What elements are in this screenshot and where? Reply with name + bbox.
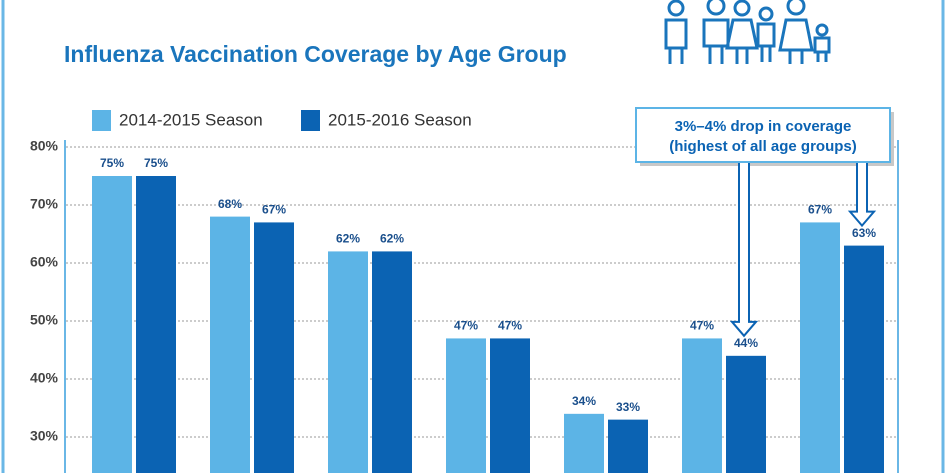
- data-label: 62%: [336, 232, 360, 246]
- family-icon: [664, 0, 831, 64]
- bar: [210, 216, 250, 473]
- bar: [490, 338, 530, 473]
- bar: [254, 222, 294, 473]
- data-label: 47%: [454, 319, 478, 333]
- data-label: 47%: [498, 319, 522, 333]
- callout-arrow: [847, 159, 877, 228]
- bar: [372, 251, 412, 473]
- annotation: (highest of all age groups): [669, 138, 857, 155]
- data-label: 47%: [690, 319, 714, 333]
- data-label: 75%: [100, 156, 124, 170]
- data-label: 44%: [734, 336, 758, 350]
- bar: [564, 413, 604, 473]
- y-tick-label: 60%: [30, 254, 59, 270]
- legend-swatch: [92, 110, 111, 131]
- annotation: 3%–4% drop in coverage: [675, 118, 852, 135]
- data-label: 75%: [144, 156, 168, 170]
- legend-label: 2015-2016 Season: [328, 110, 472, 129]
- bar: [844, 245, 884, 473]
- y-tick-label: 40%: [30, 370, 59, 386]
- callout-box: [635, 107, 891, 163]
- data-label: 63%: [852, 226, 876, 240]
- y-tick-label: 30%: [30, 428, 59, 444]
- bar: [92, 176, 132, 473]
- data-label: 33%: [616, 400, 640, 414]
- y-tick-label: 50%: [30, 312, 59, 328]
- legend-label: 2014-2015 Season: [119, 110, 263, 129]
- bar: [608, 419, 648, 473]
- data-label: 67%: [808, 203, 832, 217]
- y-tick-label: 70%: [30, 196, 59, 212]
- y-tick-label: 80%: [30, 138, 59, 154]
- legend-swatch: [301, 110, 320, 131]
- bar: [328, 251, 368, 473]
- chart-title: Influenza Vaccination Coverage by Age Gr…: [64, 41, 567, 67]
- callout-arrow: [729, 159, 759, 338]
- bar: [682, 338, 722, 473]
- data-label: 68%: [218, 197, 242, 211]
- bar: [446, 338, 486, 473]
- bar: [800, 222, 840, 473]
- bar: [136, 176, 176, 473]
- data-label: 67%: [262, 203, 286, 217]
- bar: [726, 355, 766, 473]
- data-label: 34%: [572, 394, 596, 408]
- data-label: 62%: [380, 232, 404, 246]
